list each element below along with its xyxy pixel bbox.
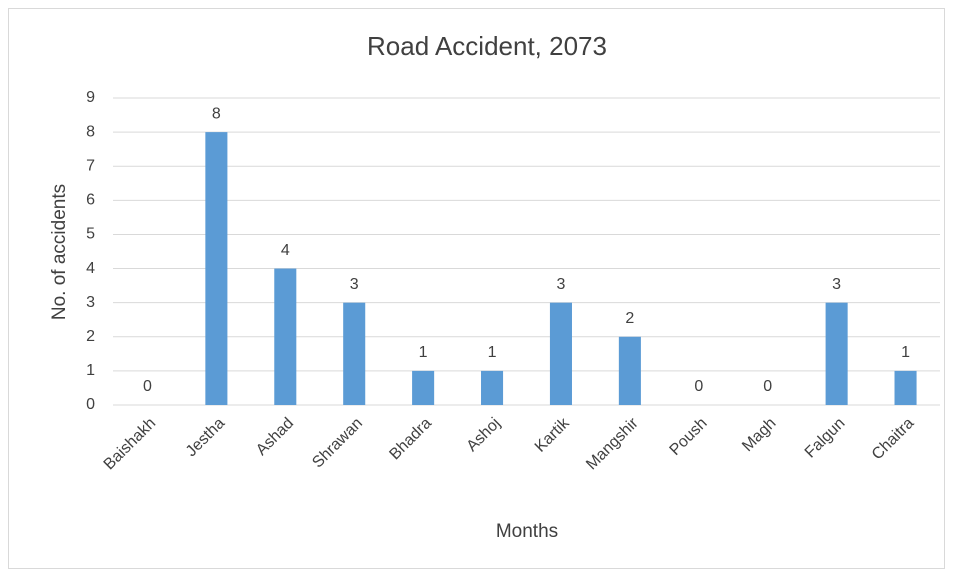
y-tick-label: 7 <box>86 157 95 174</box>
data-label: 1 <box>419 344 428 361</box>
y-tick-label: 8 <box>86 123 95 140</box>
data-label: 3 <box>832 276 841 293</box>
y-axis-label: No. of accidents <box>49 184 70 320</box>
bar <box>343 302 366 405</box>
data-label: 4 <box>281 242 290 259</box>
y-tick-label: 6 <box>86 192 95 209</box>
chart-border <box>8 8 945 569</box>
chart-title: Road Accident, 2073 <box>367 31 607 61</box>
y-tick-label: 4 <box>86 260 95 277</box>
y-tick-label: 0 <box>86 396 95 413</box>
y-tick-label: 9 <box>86 89 95 106</box>
x-axis-label: Months <box>496 521 558 542</box>
bar <box>618 336 641 405</box>
bar <box>549 302 572 405</box>
data-label: 0 <box>694 378 703 395</box>
data-label: 8 <box>212 105 221 122</box>
bar <box>825 302 848 405</box>
data-label: 3 <box>557 276 566 293</box>
data-label: 2 <box>625 310 634 327</box>
y-tick-label: 3 <box>86 294 95 311</box>
data-label: 0 <box>143 378 152 395</box>
bar <box>412 370 435 405</box>
bar <box>274 268 297 405</box>
data-label: 1 <box>901 344 910 361</box>
y-tick-label: 5 <box>86 226 95 243</box>
data-label: 3 <box>350 276 359 293</box>
data-label: 1 <box>488 344 497 361</box>
y-tick-label: 2 <box>86 328 95 345</box>
y-tick-label: 1 <box>86 362 95 379</box>
bar <box>894 370 917 405</box>
data-label: 0 <box>763 378 772 395</box>
bar <box>205 132 228 405</box>
bar <box>481 370 504 405</box>
